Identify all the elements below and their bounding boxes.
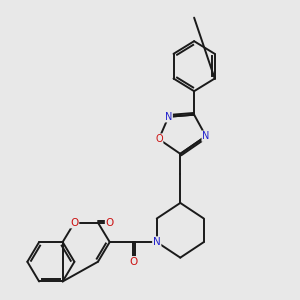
Text: O: O: [155, 134, 163, 144]
Text: N: N: [165, 112, 172, 122]
Text: O: O: [106, 218, 114, 228]
Text: N: N: [202, 131, 210, 141]
Text: O: O: [70, 218, 79, 228]
Text: N: N: [153, 237, 160, 247]
Text: O: O: [129, 257, 137, 267]
